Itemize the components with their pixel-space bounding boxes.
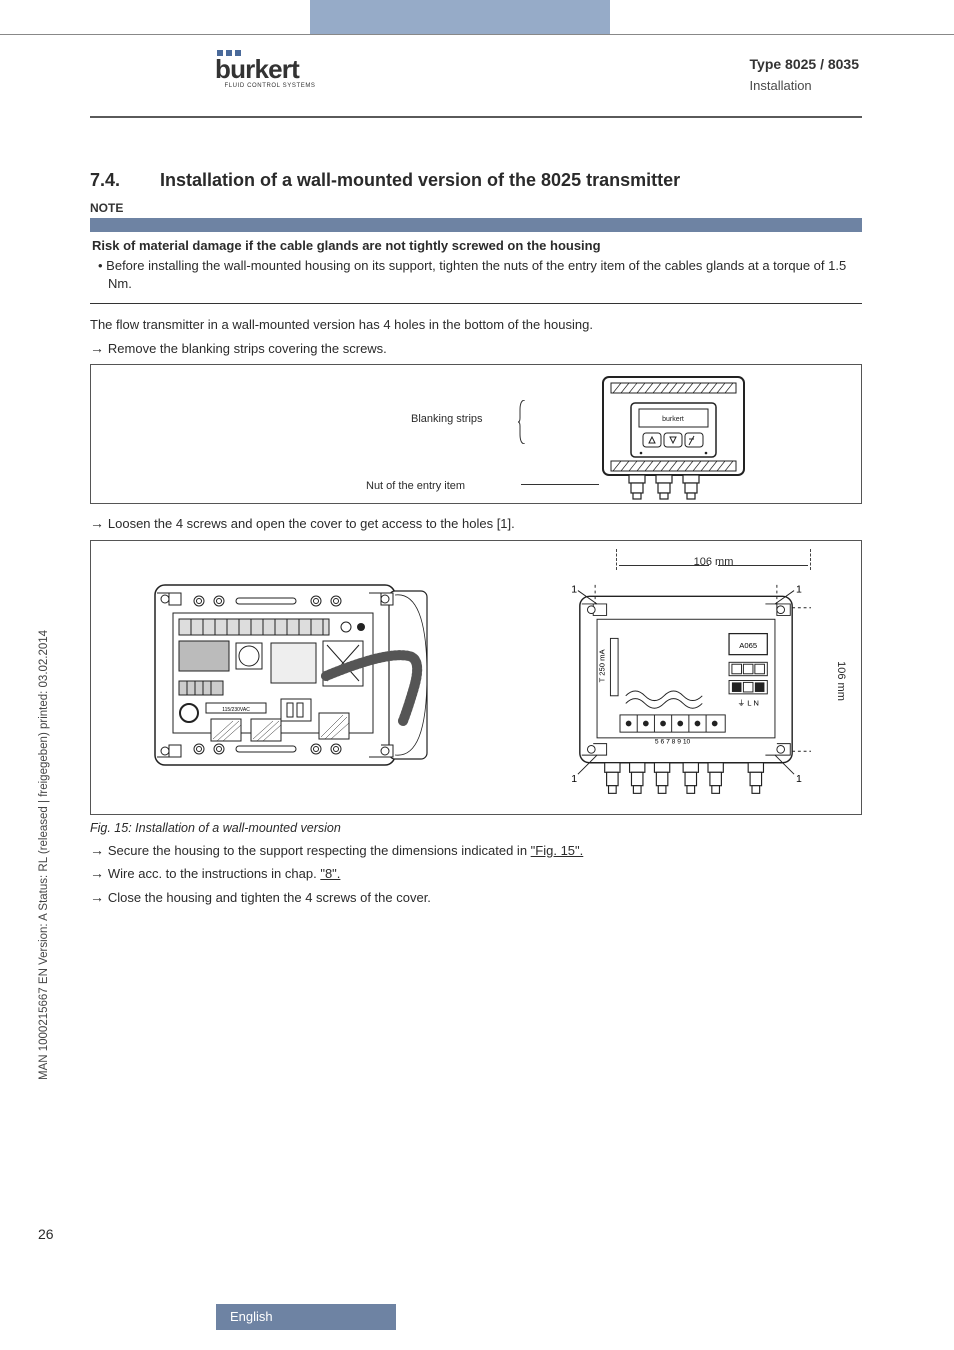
figure-caption: Fig. 15: Installation of a wall-mounted … xyxy=(90,821,862,835)
svg-text:A065: A065 xyxy=(739,641,757,650)
link-fig15[interactable]: "Fig. 15". xyxy=(531,843,584,858)
svg-text:T 250 mA: T 250 mA xyxy=(598,648,607,682)
svg-text:115/230VAC: 115/230VAC xyxy=(222,707,250,713)
fig15-right-drawing: 1 1 1 1 T 250 mA xyxy=(561,581,811,801)
brace-icon xyxy=(518,400,526,444)
figure-device-small: Blanking strips Nut of the entry item bu… xyxy=(90,364,862,504)
svg-text:1: 1 xyxy=(796,583,802,595)
doc-type-line: Type 8025 / 8035 xyxy=(750,56,859,72)
link-chap8[interactable]: "8". xyxy=(320,866,340,881)
page-content: 7.4.Installation of a wall-mounted versi… xyxy=(90,170,862,908)
dimension-vertical: 106 mm xyxy=(827,601,857,761)
figure-15: 106 mm 106 mm xyxy=(90,540,862,815)
fig15-left-drawing: 115/230VAC xyxy=(151,581,431,791)
header-right: Type 8025 / 8035 Installation xyxy=(750,56,859,93)
section-title: Installation of a wall-mounted version o… xyxy=(160,170,680,190)
leader-line xyxy=(521,484,599,485)
intro-paragraph: The flow transmitter in a wall-mounted v… xyxy=(90,316,862,334)
device-drawing: burkert xyxy=(601,375,746,500)
step-4: Wire acc. to the instructions in chap. "… xyxy=(90,864,862,884)
svg-text:1: 1 xyxy=(571,583,577,595)
note-bar xyxy=(90,218,862,232)
footer-language-tab: English xyxy=(216,1304,396,1330)
header-tab xyxy=(310,0,610,34)
step-5: Close the housing and tighten the 4 scre… xyxy=(90,888,862,908)
step-1: Remove the blanking strips covering the … xyxy=(90,339,862,359)
header-underline xyxy=(90,116,862,118)
note-rule xyxy=(90,303,862,304)
svg-text:1: 1 xyxy=(796,773,802,785)
dimension-horizontal: 106 mm xyxy=(616,549,811,570)
note-body: Risk of material damage if the cable gla… xyxy=(90,232,862,297)
step-2: Loosen the 4 screws and open the cover t… xyxy=(90,514,862,534)
note-heading: Risk of material damage if the cable gla… xyxy=(92,238,860,253)
section-heading: 7.4.Installation of a wall-mounted versi… xyxy=(90,170,862,191)
label-blanking-strips: Blanking strips xyxy=(411,413,483,425)
note-label: NOTE xyxy=(90,201,862,215)
page-number: 26 xyxy=(38,1226,54,1242)
label-nut: Nut of the entry item xyxy=(366,480,465,492)
device-screen-brand: burkert xyxy=(662,416,684,423)
step-3: Secure the housing to the support respec… xyxy=(90,841,862,861)
svg-text:⏚ L N: ⏚ L N xyxy=(737,698,758,707)
svg-text:1: 1 xyxy=(571,773,577,785)
brand-tagline: FLUID CONTROL SYSTEMS xyxy=(215,83,325,89)
svg-text:5 6 7 8 9 10: 5 6 7 8 9 10 xyxy=(655,738,691,745)
note-bullet: Before installing the wall-mounted housi… xyxy=(92,257,860,293)
brand-logo: burkert FLUID CONTROL SYSTEMS xyxy=(215,50,325,89)
section-number: 7.4. xyxy=(90,170,160,191)
doc-section-name: Installation xyxy=(750,78,859,93)
header-rule xyxy=(0,34,954,35)
side-doc-id: MAN 1000215667 EN Version: A Status: RL … xyxy=(38,630,50,1080)
